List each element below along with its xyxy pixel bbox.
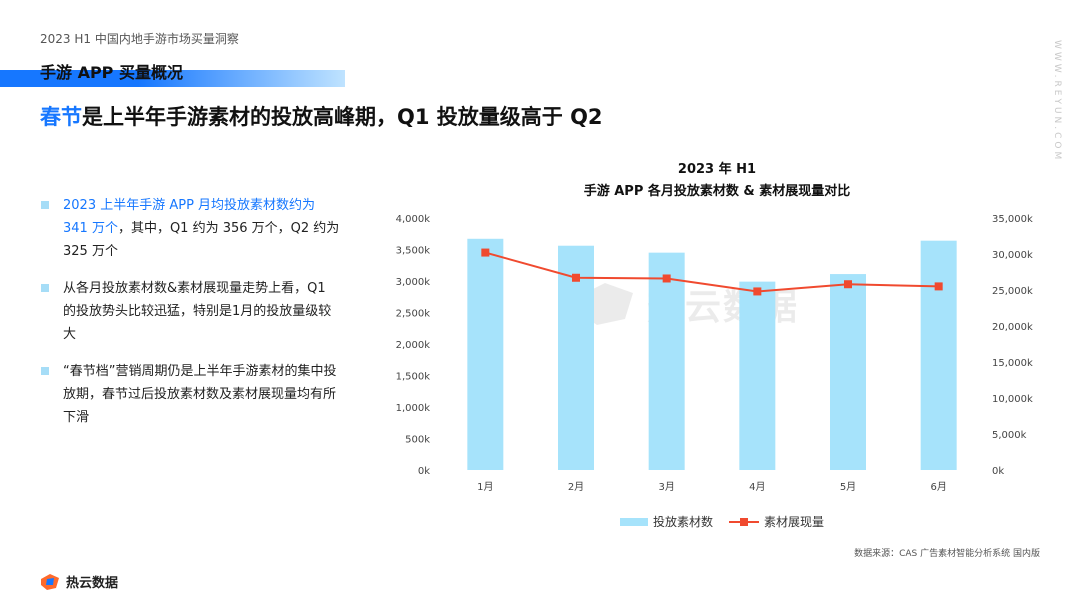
bullet-item: 2023 上半年手游 APP 月均投放素材数约为 341 万个，其中，Q1 约为… <box>40 194 340 263</box>
logo-text: 热云数据 <box>66 576 119 591</box>
y-right-tick-label: 35,000k <box>992 214 1033 225</box>
chart-title: 2023 年 H1 <box>677 162 757 177</box>
footer-logo: 热云数据 <box>40 572 118 591</box>
bullet-square-icon <box>41 367 49 375</box>
y-right-tick-label: 20,000k <box>992 322 1033 333</box>
y-right-tick-label: 25,000k <box>992 286 1033 297</box>
bullet-item: 从各月投放素材数&素材展现量走势上看，Q1 的投放势头比较迅猛，特别是1月的投放… <box>40 277 340 346</box>
y-left-tick-label: 2,500k <box>396 309 431 320</box>
bullet-text: 从各月投放素材数&素材展现量走势上看，Q1 的投放势头比较迅猛，特别是1月的投放… <box>63 281 332 342</box>
y-left-tick-label: 1,500k <box>396 372 431 383</box>
line-point <box>753 287 762 296</box>
y-left-tick-label: 1,000k <box>396 403 431 414</box>
chart-subtitle: 手游 APP 各月投放素材数 & 素材展现量对比 <box>583 184 851 199</box>
x-tick-label: 6月 <box>930 481 946 493</box>
data-source: 数据来源：CAS 广告素材智能分析系统 国内版 <box>854 549 1040 559</box>
y-right-tick-label: 10,000k <box>992 394 1033 405</box>
line-point <box>481 248 490 257</box>
x-tick-label: 5月 <box>840 481 856 493</box>
bullet-text: “春节档”营销周期仍是上半年手游素材的集中投放期，春节过后投放素材数及素材展现量… <box>63 364 337 425</box>
section-label: 手游 APP 买量概况 <box>40 63 183 82</box>
bar <box>467 238 504 470</box>
x-tick-label: 3月 <box>658 481 674 493</box>
bullet-text: ，其中，Q1 约为 356 万个，Q2 约为 325 万个 <box>63 221 340 259</box>
legend-line-swatch <box>729 517 760 526</box>
bullet-list: 2023 上半年手游 APP 月均投放素材数约为 341 万个，其中，Q1 约为… <box>40 194 340 443</box>
y-right-tick-label: 30,000k <box>992 250 1033 261</box>
headline-highlight: 春节 <box>40 105 82 129</box>
y-left-tick-label: 500k <box>405 435 430 446</box>
line-point <box>844 280 852 289</box>
headline-rest: 是上半年手游素材的投放高峰期，Q1 投放量级高于 Q2 <box>82 105 603 129</box>
line-point <box>662 274 671 283</box>
section-bar <box>0 70 345 87</box>
line-point <box>934 282 943 291</box>
x-tick-label: 4月 <box>749 481 765 493</box>
y-left-tick-label: 3,000k <box>396 277 431 288</box>
series-line <box>485 251 939 293</box>
bullet-item: “春节档”营销周期仍是上半年手游素材的集中投放期，春节过后投放素材数及素材展现量… <box>40 360 340 429</box>
x-tick-label: 2月 <box>568 481 584 493</box>
bullet-square-icon <box>41 201 49 209</box>
bullet-highlight: 2023 上半年手游 APP 月均投放素材数约为 341 万个 <box>63 198 316 236</box>
bar <box>558 245 594 470</box>
legend-bar-swatch <box>620 517 648 526</box>
y-left-tick-label: 0k <box>418 466 430 477</box>
legend-label-line: 素材展现量 <box>764 515 825 529</box>
chart-legend: 投放素材数 素材展现量 <box>620 513 824 530</box>
y-right-tick-label: 5,000k <box>992 430 1027 441</box>
y-right-tick-label: 15,000k <box>992 358 1033 369</box>
y-left-tick-label: 2,000k <box>396 340 431 351</box>
bar <box>830 274 866 470</box>
bar <box>920 240 957 470</box>
legend-label-bars: 投放素材数 <box>653 515 714 529</box>
reyun-logo-icon <box>41 573 59 590</box>
chart: 0k 500k 1,000k 1,500k 2,000k 2,500k 3,000k 3,50… <box>396 214 1033 493</box>
y-right-tick-label: 0k <box>992 466 1004 477</box>
report-title: 2023 H1 中国内地手游市场买量洞察 <box>40 32 239 46</box>
bar <box>648 252 685 470</box>
y-left-tick-label: 3,500k <box>396 246 431 257</box>
headline: 春节是上半年手游素材的投放高峰期，Q1 投放量级高于 Q2 <box>40 101 603 131</box>
x-tick-label: 1月 <box>477 481 493 493</box>
line-point <box>572 273 580 282</box>
bullet-square-icon <box>41 284 49 292</box>
bar <box>739 281 776 470</box>
side-url: WWW.REYUN.COM <box>1052 40 1062 163</box>
y-left-tick-label: 4,000k <box>396 214 431 225</box>
